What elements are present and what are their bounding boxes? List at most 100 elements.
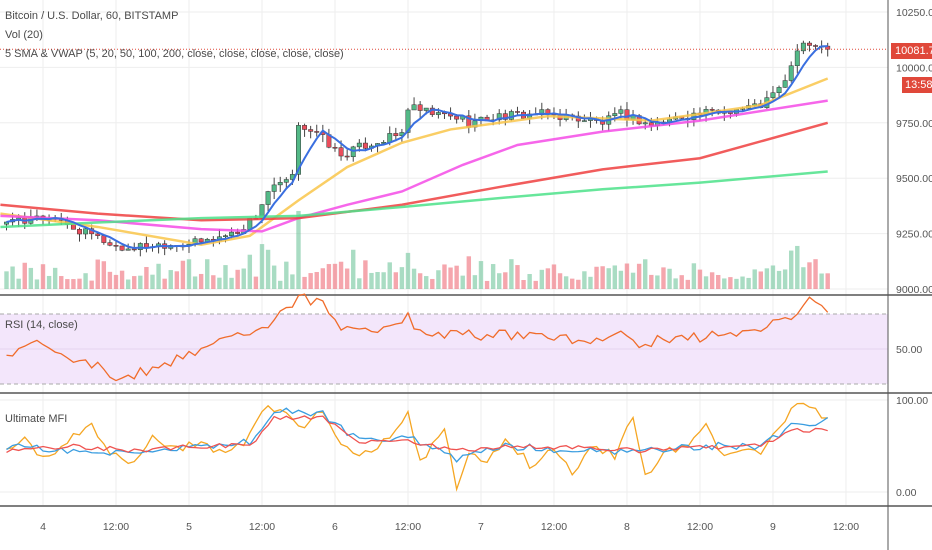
candle	[314, 131, 320, 133]
candle	[454, 115, 460, 120]
volume-bar	[247, 254, 253, 289]
volume-bar	[582, 271, 587, 289]
volume-bar	[545, 268, 551, 289]
volume-bar	[34, 279, 40, 289]
candle	[794, 50, 800, 66]
candle	[435, 112, 441, 115]
candle	[107, 242, 113, 246]
volume-bar	[326, 264, 332, 289]
candle	[496, 113, 502, 121]
candle	[344, 155, 350, 158]
volume-bar	[624, 263, 630, 289]
volume-bar	[649, 274, 654, 289]
candle	[770, 92, 776, 98]
volume-bar	[290, 274, 295, 289]
volume-bar	[59, 276, 64, 289]
mfi-legend[interactable]: Ultimate MFI	[5, 413, 68, 425]
price-tick-label: 10250.00	[896, 7, 932, 19]
mfi-tick-label: 100.00	[896, 395, 928, 407]
candle	[405, 109, 411, 133]
volume-bar	[509, 259, 514, 289]
volume-bar	[770, 265, 776, 289]
volume-bar	[782, 269, 788, 289]
last-price-badge: 10081.71	[891, 43, 932, 59]
rsi-tick-label: 50.00	[896, 344, 922, 356]
volume-bar	[448, 267, 453, 289]
volume-bar	[125, 279, 131, 289]
price-tick-label: 9500.00	[896, 173, 932, 185]
time-tick-label: 12:00	[249, 521, 275, 533]
volume-bar	[205, 259, 210, 289]
volume-bar	[265, 249, 271, 289]
candle	[411, 104, 417, 111]
candle	[618, 109, 624, 114]
volume-bar	[600, 266, 605, 289]
candle	[229, 231, 235, 236]
volume-bar	[588, 276, 593, 289]
time-tick-label: 5	[186, 521, 192, 533]
bar-countdown-badge: 13:58	[902, 77, 932, 93]
volume-bar	[132, 276, 137, 289]
volume-bar	[436, 270, 441, 289]
volume-bar	[217, 277, 222, 289]
rsi-legend[interactable]: RSI (14, close)	[5, 319, 78, 331]
candle	[813, 45, 818, 47]
candle	[709, 109, 715, 111]
volume-bar	[807, 262, 812, 289]
candle	[539, 109, 545, 116]
volume-bar	[308, 273, 313, 289]
candle	[265, 191, 271, 205]
candle	[788, 65, 794, 81]
mfi-signal2-line	[6, 415, 828, 454]
volume-bar	[16, 278, 21, 289]
mfi-signal1-line	[6, 407, 829, 463]
volume-bar	[570, 278, 575, 289]
symbol-legend[interactable]: Bitcoin / U.S. Dollar, 60, BITSTAMP	[5, 10, 179, 22]
candle	[807, 42, 812, 46]
volume-bar	[186, 259, 192, 289]
volume-bar	[138, 275, 143, 289]
volume-legend[interactable]: Vol (20)	[5, 29, 43, 41]
volume-bar	[472, 275, 478, 289]
volume-bar	[430, 278, 435, 289]
candle	[137, 243, 143, 250]
time-tick-label: 4	[40, 521, 46, 533]
volume-bar	[758, 271, 763, 289]
volume-bar	[497, 273, 502, 289]
volume-bar	[28, 267, 34, 289]
volume-bar	[667, 268, 672, 289]
time-tick-label: 12:00	[833, 521, 859, 533]
volume-bar	[484, 280, 490, 289]
candle	[387, 133, 393, 143]
volume-bar	[235, 269, 240, 289]
volume-bar	[95, 259, 100, 289]
volume-bar	[113, 274, 119, 289]
volume-bar	[551, 264, 557, 289]
candle	[223, 235, 228, 238]
volume-bar	[174, 271, 180, 289]
volume-bar	[764, 268, 770, 289]
candle	[381, 142, 387, 144]
volume-bar	[387, 262, 392, 289]
volume-bar	[101, 261, 107, 289]
volume-bar	[466, 256, 472, 289]
volume-bar	[709, 272, 715, 289]
volume-bar	[363, 260, 368, 289]
candle	[101, 235, 107, 243]
ma-legend[interactable]: 5 SMA & VWAP (5, 20, 50, 100, 200, close…	[5, 48, 344, 60]
volume-bar	[442, 264, 447, 289]
time-tick-label: 6	[332, 521, 338, 533]
volume-bar	[393, 272, 399, 289]
candle	[77, 229, 82, 235]
volume-bar	[4, 271, 9, 289]
candle	[362, 142, 368, 149]
sma100-line	[0, 121, 829, 222]
volume-bar	[241, 268, 246, 289]
volume-bar	[563, 276, 569, 289]
volume-bar	[198, 273, 204, 289]
candle	[393, 133, 399, 137]
candle	[95, 233, 101, 236]
rsi-line	[6, 293, 829, 382]
